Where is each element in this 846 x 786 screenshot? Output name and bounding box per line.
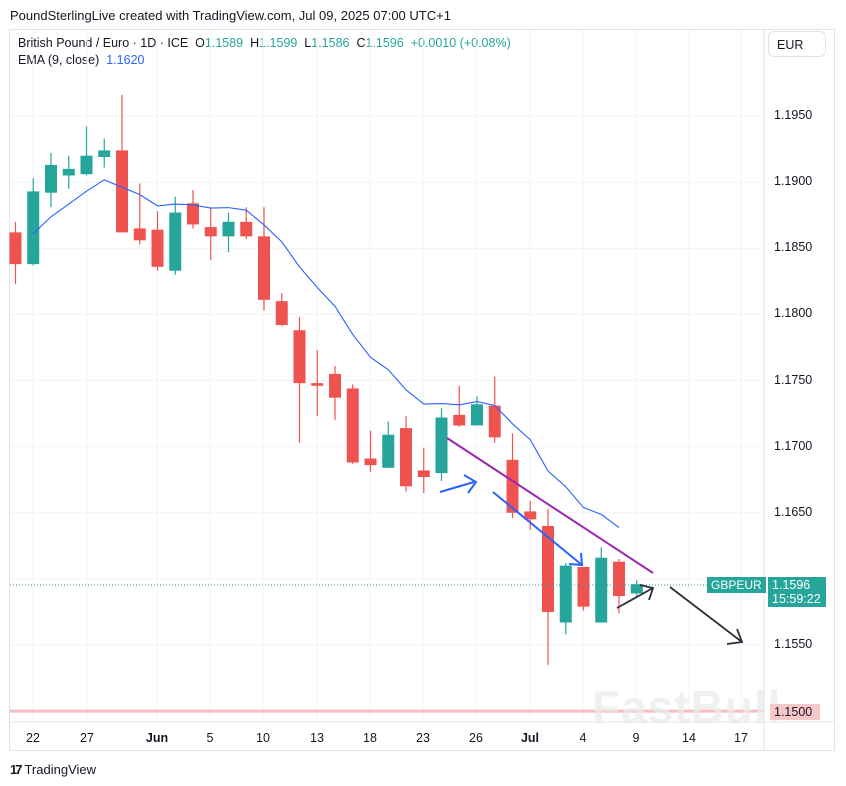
candle bbox=[577, 566, 590, 607]
candle bbox=[453, 414, 466, 426]
open-value: 1.1589 bbox=[204, 36, 244, 50]
candle bbox=[258, 236, 270, 300]
candle bbox=[98, 150, 111, 157]
time-tick-label: 14 bbox=[682, 731, 696, 745]
candle bbox=[613, 561, 625, 597]
bar-countdown: 15:59:22 bbox=[772, 592, 821, 606]
price-tick-label: 1.1900 bbox=[774, 174, 813, 189]
watermark: FastBull bbox=[592, 681, 782, 733]
close-value: 1.1596 bbox=[365, 36, 404, 50]
candle bbox=[506, 459, 519, 513]
time-tick-label: 26 bbox=[469, 731, 483, 745]
candle bbox=[187, 203, 199, 225]
candle bbox=[630, 584, 643, 594]
candle bbox=[524, 511, 537, 520]
price-tick-label: 1.1950 bbox=[774, 108, 813, 122]
time-tick-label: 17 bbox=[734, 731, 748, 745]
candle bbox=[364, 458, 377, 466]
ohlc-legend: British Pound / Euro · 1D · ICE O1.1589 … bbox=[18, 36, 511, 50]
current-price-tag: 1.1596 15:59:22 bbox=[768, 577, 826, 607]
candle bbox=[62, 168, 75, 176]
time-tick-label: Jun bbox=[145, 731, 169, 745]
price-tick-label: 1.1850 bbox=[774, 240, 813, 255]
symbol-tag: GBPEUR bbox=[707, 577, 766, 593]
candle bbox=[559, 565, 572, 623]
current-price: 1.1596 bbox=[772, 578, 811, 592]
time-tick-label: 5 bbox=[206, 731, 214, 745]
candle bbox=[169, 212, 182, 271]
time-tick-label: 22 bbox=[26, 731, 40, 745]
tradingview-logo[interactable]: 17 TradingView bbox=[10, 762, 96, 777]
time-tick-label: 18 bbox=[363, 731, 377, 745]
candle bbox=[488, 405, 501, 438]
candle bbox=[222, 221, 235, 237]
candle bbox=[595, 557, 608, 623]
tradingview-mark-icon: 17 bbox=[10, 762, 23, 777]
ema-value: 1.1620 bbox=[106, 53, 145, 67]
candle bbox=[45, 164, 57, 193]
price-tick-label: 1.1550 bbox=[774, 637, 813, 651]
time-tick-label: 23 bbox=[416, 731, 430, 745]
candle bbox=[471, 404, 483, 426]
time-tick-label: 13 bbox=[310, 731, 324, 745]
candle bbox=[382, 434, 395, 468]
candle bbox=[346, 388, 359, 463]
candle bbox=[9, 232, 22, 265]
time-tick-label: 9 bbox=[632, 731, 640, 745]
candle bbox=[417, 470, 430, 478]
candle bbox=[133, 228, 146, 241]
support-price-tag: 1.1500 bbox=[770, 704, 820, 720]
low-value: 1.1586 bbox=[311, 36, 350, 50]
time-tick-label: 27 bbox=[80, 731, 94, 745]
price-tick-label: 1.1750 bbox=[774, 372, 813, 387]
candle bbox=[435, 417, 448, 474]
candle bbox=[329, 373, 341, 398]
candle bbox=[27, 191, 40, 265]
candle bbox=[80, 155, 93, 175]
candle bbox=[240, 221, 253, 237]
candle bbox=[542, 525, 554, 612]
time-tick-label: 10 bbox=[256, 731, 270, 745]
tradingview-brand: TradingView bbox=[24, 762, 97, 777]
currency-button[interactable]: EUR bbox=[768, 31, 826, 57]
high-value: 1.1599 bbox=[259, 36, 298, 50]
ema-legend[interactable]: EMA (9, close) 1.1620 bbox=[18, 53, 144, 67]
candle bbox=[400, 428, 412, 487]
price-tick-label: 1.1650 bbox=[774, 504, 813, 519]
candle bbox=[275, 301, 288, 325]
chart-frame bbox=[9, 29, 835, 751]
time-tick-label: 4 bbox=[579, 731, 587, 745]
candle bbox=[311, 383, 324, 386]
candle bbox=[116, 150, 128, 233]
ema-label: EMA (9, close) bbox=[18, 53, 100, 67]
candle bbox=[293, 330, 306, 384]
price-tick-label: 1.1700 bbox=[774, 438, 813, 453]
price-tick-label: 1.1800 bbox=[774, 306, 813, 321]
time-tick-label: Jul bbox=[520, 731, 540, 745]
candle bbox=[204, 227, 217, 237]
symbol-name[interactable]: British Pound / Euro · 1D · ICE bbox=[18, 36, 189, 50]
change-value: +0.0010 (+0.08%) bbox=[410, 36, 511, 50]
candle bbox=[151, 229, 164, 267]
chart-credit: PoundSterlingLive created with TradingVi… bbox=[10, 8, 451, 23]
